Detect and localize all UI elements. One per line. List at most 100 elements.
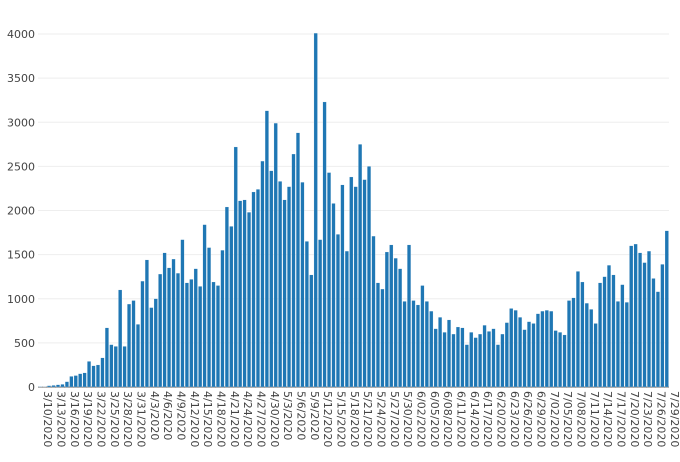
- x-tick-label: 7/26/2020: [654, 391, 667, 447]
- bar: [144, 259, 149, 388]
- x-tick-label: 5/24/2020: [375, 391, 388, 447]
- bar: [460, 327, 465, 388]
- x-tick-label: 7/05/2020: [561, 391, 574, 447]
- bar: [131, 300, 136, 388]
- bar: [260, 160, 265, 388]
- x-tick-label: 6/29/2020: [534, 391, 547, 447]
- bar: [433, 328, 438, 388]
- x-tick-label: 5/15/2020: [335, 391, 348, 447]
- bar: [96, 364, 100, 388]
- bar: [536, 313, 540, 388]
- bar: [287, 186, 291, 388]
- bar: [113, 346, 118, 388]
- x-tick-label: 6/05/2020: [428, 391, 441, 447]
- bar: [473, 337, 478, 388]
- bar: [109, 344, 114, 388]
- bar: [411, 300, 416, 388]
- y-tick-label: 2000: [7, 205, 35, 218]
- bar: [153, 298, 158, 388]
- x-tick-label: 3/10/2020: [41, 391, 54, 447]
- bar: [229, 226, 234, 388]
- bar: [549, 311, 554, 388]
- bar: [309, 274, 314, 388]
- bar: [87, 361, 91, 388]
- bar: [47, 385, 51, 388]
- x-tick-label: 7/11/2020: [588, 391, 601, 447]
- bar: [491, 328, 496, 388]
- x-tick-label: 3/19/2020: [81, 391, 94, 447]
- x-tick-label: 5/27/2020: [388, 391, 401, 447]
- bar: [318, 239, 323, 388]
- bar: [664, 230, 669, 388]
- bar: [220, 250, 225, 388]
- x-tick-label: 7/17/2020: [614, 391, 627, 447]
- x-tick-label: 4/27/2020: [255, 391, 268, 447]
- bar: [353, 186, 358, 388]
- bar: [616, 301, 620, 388]
- bar: [189, 279, 194, 388]
- bar: [420, 285, 425, 388]
- bar: [104, 327, 109, 388]
- x-tick-label: 3/22/2020: [95, 391, 108, 447]
- bar: [589, 309, 594, 388]
- bar: [598, 282, 602, 388]
- bar: [384, 251, 389, 388]
- x-tick-label: 5/6/2020: [295, 391, 308, 440]
- bar: [327, 172, 331, 388]
- bar: [633, 243, 638, 388]
- bar: [291, 153, 296, 388]
- x-tick-label: 4/18/2020: [215, 391, 228, 447]
- bar: [69, 376, 74, 388]
- bars: [38, 33, 669, 388]
- bar: [593, 323, 598, 388]
- bar: [393, 258, 398, 388]
- x-tick-label: 6/08/2020: [441, 391, 454, 447]
- bar: [158, 273, 163, 388]
- x-tick-label: 4/15/2020: [201, 391, 214, 447]
- bar: [496, 344, 500, 388]
- bar: [611, 274, 616, 388]
- y-tick-label: 3500: [7, 72, 35, 85]
- x-tick-label: 5/3/2020: [281, 391, 294, 440]
- bar: [180, 239, 185, 388]
- x-tick-label: 6/11/2020: [454, 391, 467, 447]
- bar: [638, 252, 642, 388]
- x-tick-label: 4/3/2020: [148, 391, 161, 440]
- x-tick-label: 3/28/2020: [121, 391, 134, 447]
- bar: [389, 244, 394, 388]
- bar: [51, 385, 56, 388]
- x-tick-label: 7/23/2020: [641, 391, 654, 447]
- bar: [562, 334, 567, 388]
- bar: [647, 250, 651, 388]
- bar: [176, 273, 180, 388]
- bar: [331, 203, 336, 388]
- bar: [656, 291, 660, 388]
- bar: [527, 321, 531, 388]
- bar: [464, 344, 469, 388]
- x-tick-label: 5/18/2020: [348, 391, 361, 447]
- bar: [576, 271, 580, 388]
- bar: [504, 322, 509, 388]
- x-tick-label: 6/26/2020: [521, 391, 534, 447]
- bar: [571, 297, 576, 388]
- bar: [322, 101, 327, 388]
- bar: [149, 307, 154, 388]
- x-tick-label: 4/6/2020: [161, 391, 174, 440]
- bar: [544, 310, 549, 388]
- x-tick-label: 6/23/2020: [508, 391, 521, 447]
- y-tick-label: 2500: [7, 160, 35, 173]
- bar: [224, 206, 229, 388]
- bar: [518, 317, 523, 388]
- x-tick-label: 6/20/2020: [494, 391, 507, 447]
- x-tick-label: 4/9/2020: [175, 391, 188, 440]
- x-tick-label: 7/20/2020: [628, 391, 641, 447]
- bar: [251, 191, 256, 388]
- bar: [478, 333, 483, 388]
- x-tick-label: 5/12/2020: [321, 391, 334, 447]
- bar: [269, 170, 274, 388]
- x-tick-label: 3/25/2020: [108, 391, 121, 447]
- bar: [438, 317, 443, 388]
- bar: [304, 241, 309, 388]
- bar: [558, 332, 562, 388]
- bar: [451, 333, 456, 388]
